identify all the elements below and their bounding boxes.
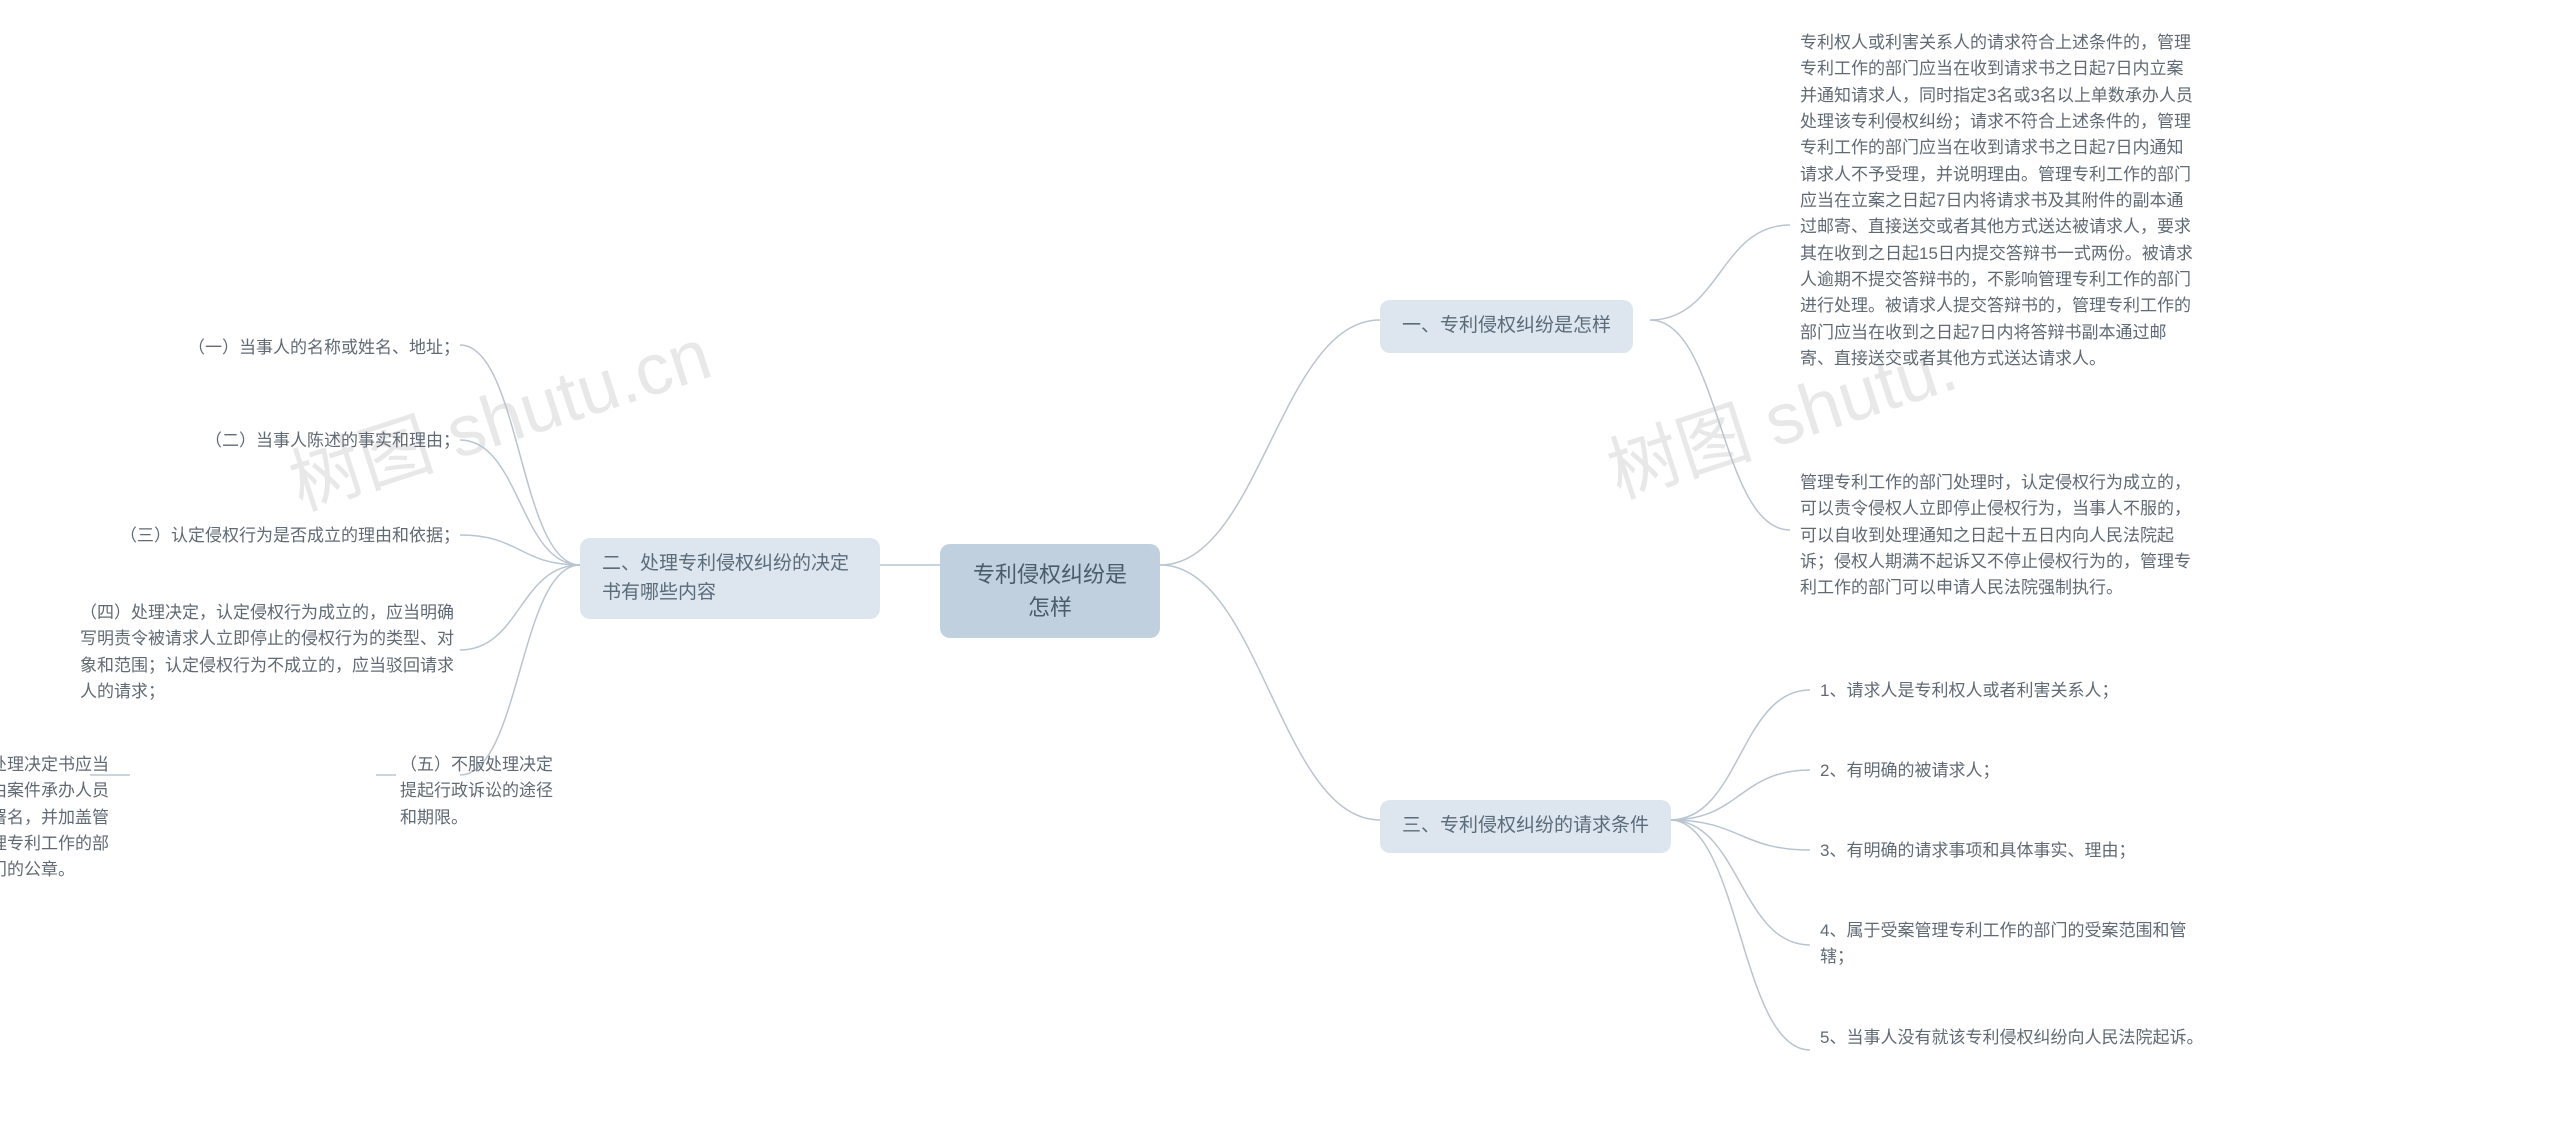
s1-leaf-1: 专利权人或利害关系人的请求符合上述条件的，管理专利工作的部门应当在收到请求书之日… xyxy=(1800,30,2200,372)
s3-leaf-5: 5、当事人没有就该专利侵权纠纷向人民法院起诉。 xyxy=(1820,1025,2203,1051)
s3-leaf-2: 2、有明确的被请求人； xyxy=(1820,758,1999,784)
branch-s3: 三、专利侵权纠纷的请求条件 xyxy=(1380,800,1671,853)
s2-leaf-5: （五）不服处理决定提起行政诉讼的途径和期限。 xyxy=(400,752,560,831)
branch-s2: 二、处理专利侵权纠纷的决定书有哪些内容 xyxy=(580,538,880,619)
s2-leaf-3: （三）认定侵权行为是否成立的理由和依据； xyxy=(110,523,460,549)
watermark-1: 树图 shutu.cn xyxy=(274,295,721,530)
s3-leaf-3: 3、有明确的请求事项和具体事实、理由； xyxy=(1820,838,2135,864)
branch-s1: 一、专利侵权纠纷是怎样 xyxy=(1380,300,1633,353)
s2-sub-leaf: 处理决定书应当由案件承办人员署名，并加盖管理专利工作的部门的公章。 xyxy=(0,752,110,884)
s2-leaf-1: （一）当事人的名称或姓名、地址； xyxy=(180,335,460,361)
s2-leaf-4: （四）处理决定，认定侵权行为成立的，应当明确写明责令被请求人立即停止的侵权行为的… xyxy=(80,600,460,705)
s2-leaf-2: （二）当事人陈述的事实和理由； xyxy=(180,428,460,454)
s3-leaf-1: 1、请求人是专利权人或者利害关系人； xyxy=(1820,678,2118,704)
root-node: 专利侵权纠纷是怎样 xyxy=(940,544,1160,638)
s3-leaf-4: 4、属于受案管理专利工作的部门的受案范围和管辖； xyxy=(1820,918,2210,971)
s1-leaf-2: 管理专利工作的部门处理时，认定侵权行为成立的，可以责令侵权人立即停止侵权行为，当… xyxy=(1800,470,2200,602)
